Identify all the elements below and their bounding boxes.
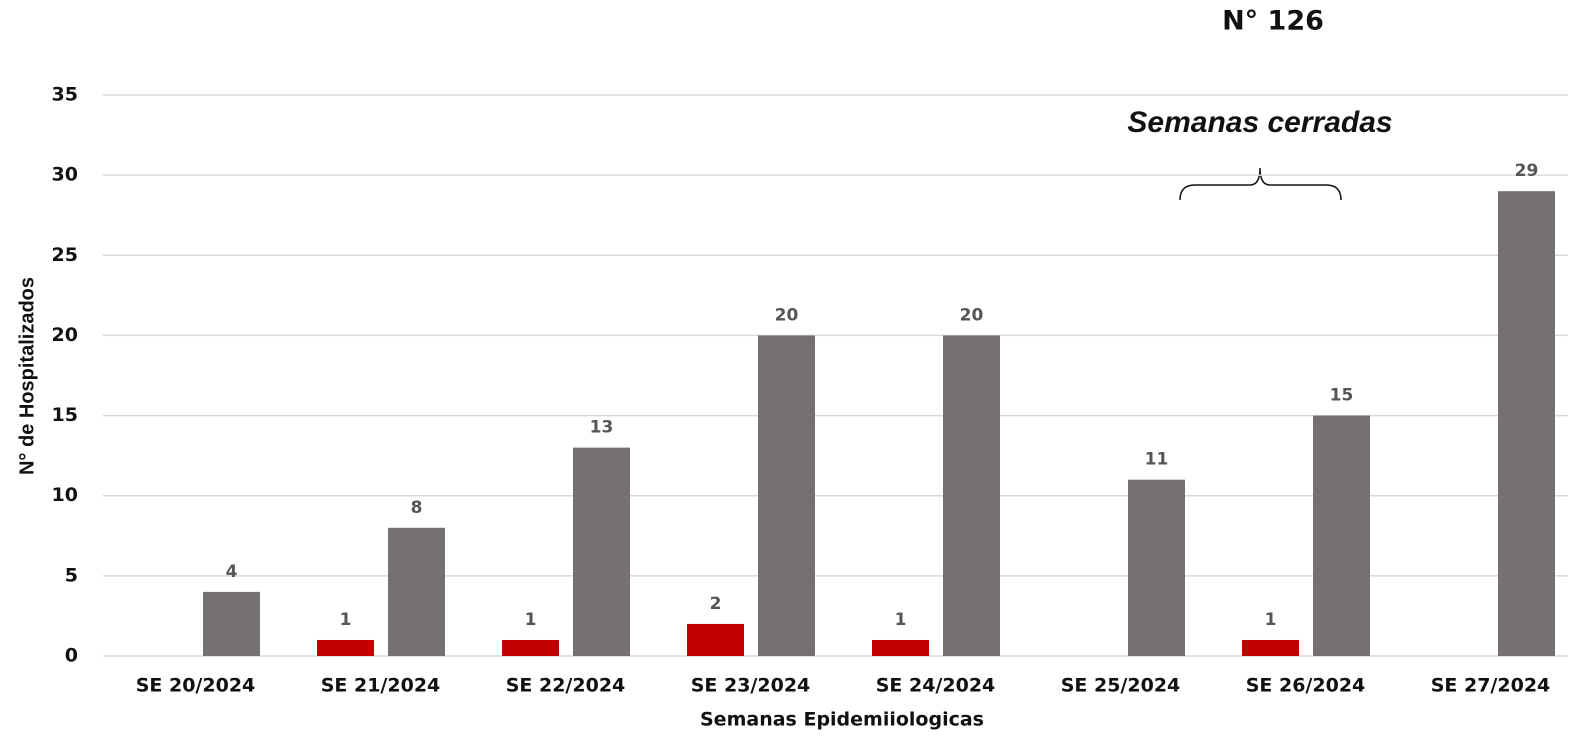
y-tick-label: 15 — [52, 404, 78, 426]
value-label: 15 — [1330, 386, 1354, 406]
bar — [317, 639, 374, 656]
bar — [203, 591, 260, 656]
chart-title: N° 126 — [1222, 6, 1324, 37]
bar — [943, 335, 1000, 656]
value-label: 20 — [775, 305, 799, 325]
y-tick-label: 25 — [52, 244, 78, 266]
bar — [687, 623, 744, 656]
x-tick-label: SE 25/2024 — [1061, 675, 1181, 697]
value-label: 1 — [525, 610, 537, 630]
bar — [758, 335, 815, 656]
value-label: 11 — [1145, 450, 1169, 470]
y-tick-label: 5 — [65, 564, 78, 586]
x-tick-label: SE 23/2024 — [691, 675, 811, 697]
y-tick-label: 30 — [52, 164, 78, 186]
value-label: 4 — [226, 562, 238, 582]
value-label: 8 — [411, 498, 423, 518]
bar — [1313, 415, 1370, 656]
value-label: 13 — [590, 418, 614, 438]
brace — [1179, 167, 1342, 201]
x-tick-label: SE 22/2024 — [506, 675, 626, 697]
value-label: 20 — [960, 305, 984, 325]
y-tick-label: 35 — [52, 84, 78, 106]
x-axis-label: Semanas Epidemiiologicas — [700, 709, 984, 731]
bar — [872, 639, 929, 656]
value-label: 2 — [710, 594, 722, 614]
bar — [573, 447, 630, 656]
annotation: Semanas cerradas — [1127, 106, 1392, 139]
y-tick-label: 10 — [52, 484, 78, 506]
value-label: 29 — [1515, 161, 1539, 181]
bar — [388, 527, 445, 656]
x-tick-label: SE 27/2024 — [1431, 675, 1551, 697]
x-tick-label: SE 21/2024 — [321, 675, 441, 697]
bar — [1128, 479, 1185, 656]
x-tick-label: SE 20/2024 — [136, 675, 256, 697]
bar — [1498, 191, 1555, 656]
bar — [502, 639, 559, 656]
bar — [1242, 639, 1299, 656]
value-label: 1 — [1265, 610, 1277, 630]
value-label: 1 — [895, 610, 907, 630]
y-tick-label: 0 — [65, 645, 78, 667]
y-tick-label: 20 — [52, 324, 78, 346]
x-tick-label: SE 26/2024 — [1246, 675, 1366, 697]
value-label: 1 — [340, 610, 352, 630]
x-tick-label: SE 24/2024 — [876, 675, 996, 697]
y-axis-label: N° de Hospitalizados — [16, 277, 38, 475]
